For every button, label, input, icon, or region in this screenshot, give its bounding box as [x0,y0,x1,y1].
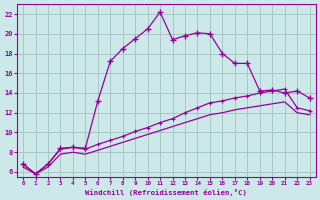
X-axis label: Windchill (Refroidissement éolien,°C): Windchill (Refroidissement éolien,°C) [85,189,247,196]
